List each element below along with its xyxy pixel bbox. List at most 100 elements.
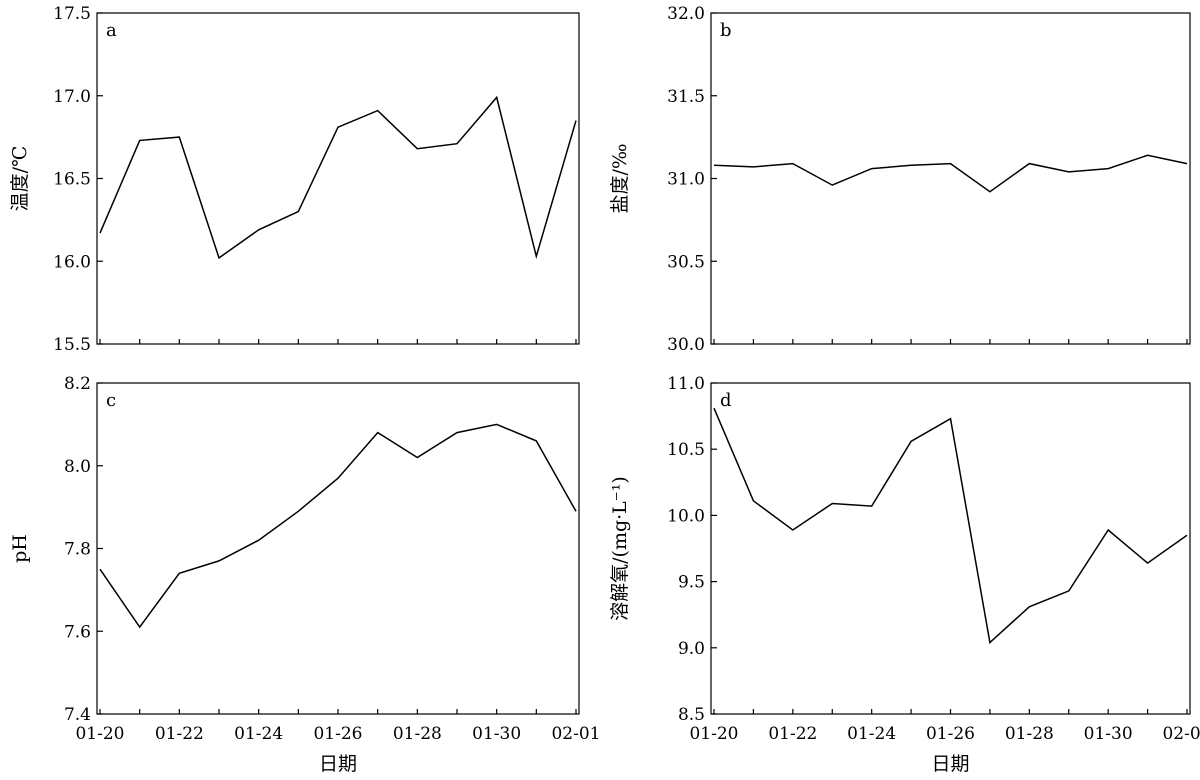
y-tick-label: 7.6 [64,622,91,642]
data-point [535,255,538,258]
data-point [218,256,221,259]
data-point [1186,534,1189,537]
data-point [831,502,834,505]
data-point [1028,605,1031,608]
plot-frame [96,382,580,715]
x-tick-label: 01-30 [1084,724,1133,744]
y-tick-label: 10.5 [667,440,705,460]
x-tick-label: 01-28 [1005,724,1054,744]
data-point [376,109,379,112]
data-point [988,190,991,193]
data-point [337,477,340,480]
data-point [791,528,794,531]
y-tick-label: 30.5 [667,252,705,272]
panel-label: c [106,390,116,411]
x-tick-label: 02-01 [551,724,600,744]
data-point [297,510,300,513]
panel-a: 15.5 16.0 16.5 17.0 17.5 温度/℃ a [9,4,580,355]
data-point [910,164,913,167]
y-tick-label: 16.0 [53,252,91,272]
data-point [416,456,419,459]
y-tick-label: 32.0 [667,4,705,24]
data-point [138,626,141,629]
y-tick-label: 9.0 [678,639,705,659]
y-tick-label: 30.0 [667,335,705,355]
y-tick-label: 17.5 [53,4,91,24]
data-point [218,559,221,562]
y-tick-label: 16.5 [53,170,91,190]
y-tick-label: 7.8 [64,540,91,560]
data-point [99,568,102,571]
y-axis-title: 盐度/‰ [609,144,631,214]
x-tick-label: 01-30 [472,724,521,744]
data-point [831,184,834,187]
x-tick-label: 01-22 [155,724,204,744]
x-tick-label: 01-26 [313,724,362,744]
x-tick-label: 01-20 [689,724,738,744]
data-point [870,167,873,170]
panel-b: 30.0 30.5 31.0 31.5 32.0 盐度/‰ b [609,4,1191,355]
data-point [988,641,991,644]
data-point [257,228,260,231]
x-tick-label: 01-26 [926,724,975,744]
plot-frame [710,382,1191,715]
panel-c: 7.4 7.6 7.8 8.0 8.2 01-20 01-22 01-24 01-26 01-28… [9,374,601,775]
data-point [495,96,498,99]
data-point [297,210,300,213]
series-line [713,407,1188,644]
y-tick-label: 9.5 [678,573,705,593]
x-tick-label: 01-24 [234,724,283,744]
data-point [376,431,379,434]
series-line [99,95,577,260]
data-point [1146,154,1149,157]
data-point [257,539,260,542]
data-point [416,147,419,150]
y-tick-label: 8.0 [64,457,91,477]
x-tick-label: 01-22 [768,724,817,744]
panel-label: d [720,390,732,411]
data-point [1067,170,1070,173]
series-line [713,154,1188,193]
y-tick-label: 17.0 [53,87,91,107]
data-point [949,417,952,420]
data-point [910,440,913,443]
data-point [575,510,578,513]
data-point [1107,528,1110,531]
data-point [1028,162,1031,165]
data-point [713,407,716,410]
y-axis-title: 溶解氧/(mg·L⁻¹) [609,476,631,621]
y-axis-title: 温度/℃ [9,146,31,212]
x-tick-label: 02-01 [1162,724,1200,744]
y-tick-label: 10.0 [667,506,705,526]
data-point [949,162,952,165]
panel-label: b [720,20,732,41]
data-point [1067,589,1070,592]
y-tick-label: 31.5 [667,87,705,107]
x-tick-label: 01-28 [393,724,442,744]
data-point [178,136,181,139]
plot-frame [96,12,580,345]
y-tick-label: 7.4 [64,705,91,725]
y-tick-label: 31.0 [667,170,705,190]
y-axis-title: pH [9,534,31,563]
y-tick-label: 11.0 [667,374,705,394]
data-point [138,139,141,142]
data-point [1107,167,1110,170]
data-point [752,165,755,168]
data-point [535,439,538,442]
data-point [456,142,459,145]
data-point [1186,162,1189,165]
data-point [178,572,181,575]
series-line [99,423,577,629]
panel-d: 8.5 9.0 9.5 10.0 10.5 11.0 01-20 01-22 01-24 01-2… [609,374,1200,775]
y-tick-label: 15.5 [53,335,91,355]
data-point [575,119,578,122]
data-point [99,232,102,235]
data-point [1146,562,1149,565]
data-point [752,499,755,502]
data-point [713,164,716,167]
plot-frame [710,12,1191,345]
data-point [456,431,459,434]
y-tick-label: 8.5 [678,705,705,725]
